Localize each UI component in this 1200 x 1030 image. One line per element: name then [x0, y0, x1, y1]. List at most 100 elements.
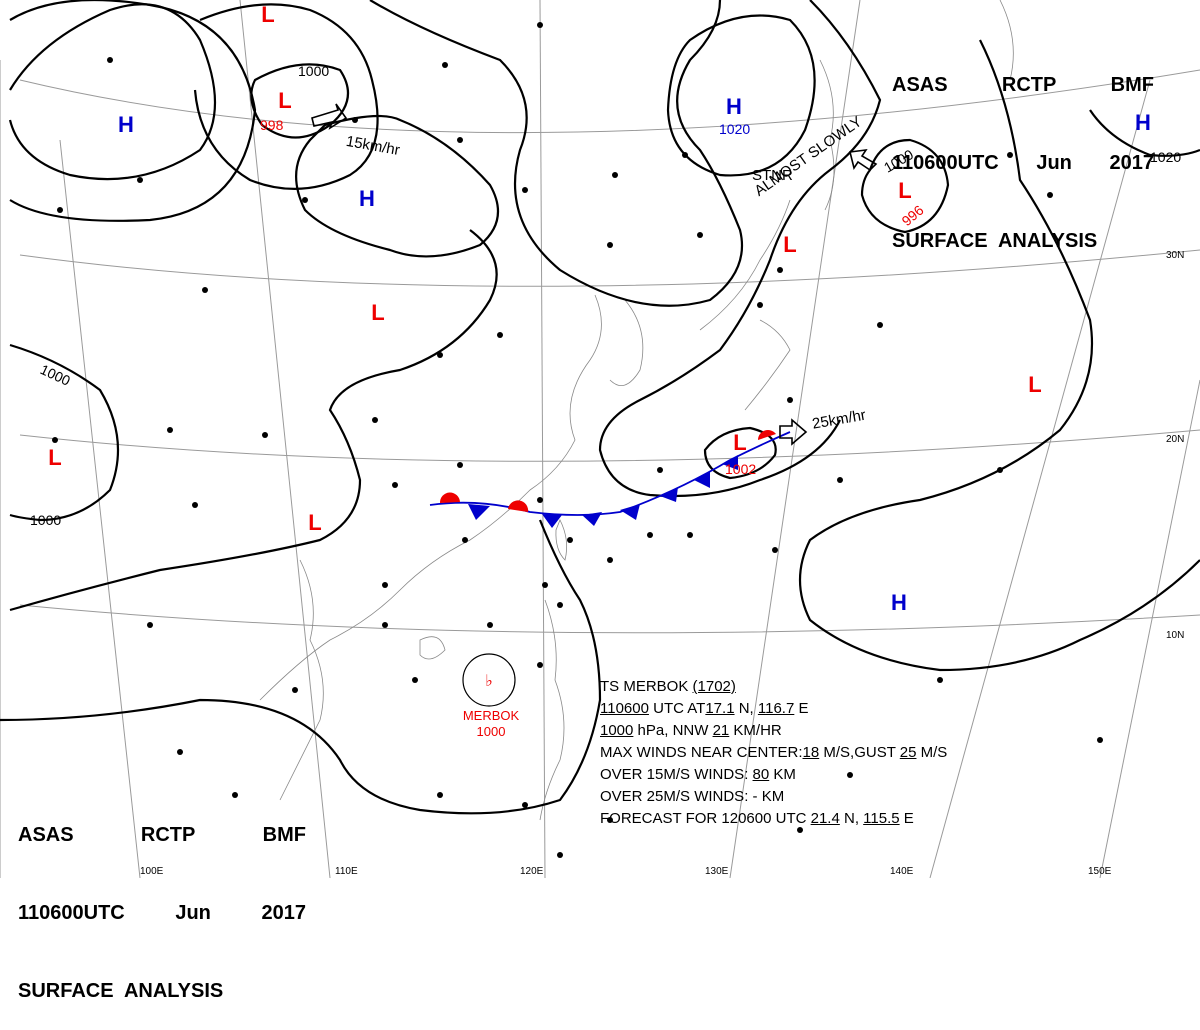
forecast-label: FORECAST FOR 120600 UTC	[600, 810, 811, 827]
high-center-pacific: H	[891, 590, 907, 615]
station-dot	[497, 332, 503, 338]
taiwan	[555, 519, 568, 561]
station-dot	[777, 267, 783, 273]
lon-label-110e: 110E	[335, 866, 358, 877]
station-dot	[202, 287, 208, 293]
station-dot	[442, 62, 448, 68]
low-center-west: L	[48, 445, 61, 470]
station-dot	[557, 602, 563, 608]
station-dot	[937, 677, 943, 683]
station-dot	[607, 242, 613, 248]
warm-semicircle	[758, 430, 776, 440]
gust-value: 25	[899, 744, 917, 761]
station-dot	[437, 792, 443, 798]
isobar-big-central	[369, 0, 744, 307]
isobar-east-big	[798, 39, 1200, 672]
high-center-nw: H	[118, 112, 134, 137]
station-dot	[687, 532, 693, 538]
station-dot	[57, 207, 63, 213]
value-998: 998	[260, 117, 284, 133]
header-bottom-row2: 110600UTC Jun 2017	[18, 900, 306, 926]
isobar-southwest	[9, 229, 498, 612]
station-dot	[372, 417, 378, 423]
storm-info-line6: OVER 25M/S WINDS: - KM	[600, 786, 947, 808]
station-dot	[262, 432, 268, 438]
low-center-top: L	[261, 2, 274, 27]
forecast-lat: 21.4	[810, 810, 840, 827]
header-agency: ASAS	[18, 824, 74, 846]
cold-triangle	[660, 487, 678, 502]
lon-line-150e	[1099, 379, 1200, 878]
station-dot	[457, 137, 463, 143]
philippines	[539, 599, 565, 821]
station-dot	[522, 187, 528, 193]
graticule	[0, 0, 1200, 878]
station-dot	[772, 547, 778, 553]
header-center: RCTP	[140, 824, 196, 846]
low-center-1002: L	[733, 430, 746, 455]
motion-arrow-996	[849, 148, 878, 172]
storm-info-line4: MAX WINDS NEAR CENTER:18 M/S,GUST 25 M/S	[600, 742, 947, 764]
weather-map: H H H H H L L L L L L L L L 998 996 1020…	[0, 0, 1200, 878]
motion-arrows	[311, 103, 878, 446]
station-dot	[292, 687, 298, 693]
station-dot	[847, 772, 853, 778]
station-dot	[177, 749, 183, 755]
isobar-1020-ne	[1089, 109, 1200, 157]
station-dot	[192, 502, 198, 508]
station-dot	[612, 172, 618, 178]
station-dot	[657, 467, 663, 473]
motion-label-25: 25km/hr	[811, 407, 867, 433]
typhoon-marker	[462, 653, 516, 707]
isobar-nw-high	[8, 3, 216, 181]
lon-label-140e: 140E	[890, 866, 914, 877]
station-dot	[797, 827, 803, 833]
typhoon-label: ♭ MERBOK 1000	[463, 673, 520, 739]
isobar-central	[295, 114, 500, 258]
station-dot	[52, 437, 58, 443]
station-dot	[382, 582, 388, 588]
low-center-vietnam: L	[308, 510, 321, 535]
isobar-west-1000	[9, 343, 120, 522]
storm-speed-unit: KM/HR	[729, 722, 782, 739]
low-center-east: L	[1028, 372, 1041, 397]
storm-name: TS MERBOK	[600, 678, 693, 695]
forecast-lon-suffix: E	[899, 810, 914, 827]
max-wind: 18	[802, 744, 820, 761]
station-dot	[167, 427, 173, 433]
lon-line-120e	[539, 0, 546, 878]
header-bottom-row1: ASAS RCTP BMF	[18, 822, 306, 848]
front-cold-symbols	[468, 455, 738, 528]
station-dot	[542, 582, 548, 588]
indochina	[279, 559, 324, 801]
front-line	[429, 431, 791, 516]
gust-unit: M/S	[916, 744, 948, 761]
station-dot	[392, 482, 398, 488]
korea-coast	[609, 299, 644, 387]
almost-slowly-label: ALMOST SLOWLY	[751, 113, 865, 200]
storm-code: (1702)	[692, 678, 736, 695]
typhoon-name: MERBOK	[463, 708, 520, 723]
high-center-central: H	[359, 186, 375, 211]
lat-label-30n: 30N	[1166, 250, 1184, 261]
lon-line-140e	[929, 79, 1151, 878]
station-dot	[647, 532, 653, 538]
station-dot	[522, 802, 528, 808]
station-plots	[52, 22, 1103, 858]
station-dot	[457, 462, 463, 468]
header-top-row2: 110600UTC Jun 2017	[892, 150, 1154, 176]
storm-lat: 17.1	[705, 700, 735, 717]
isobar-label: 1000	[298, 63, 329, 79]
station-dot	[412, 677, 418, 683]
station-dot	[787, 397, 793, 403]
station-dot	[302, 197, 308, 203]
station-dot	[607, 557, 613, 563]
station-dot	[1007, 152, 1013, 158]
header-time: 110600UTC	[18, 902, 125, 924]
station-dot	[137, 177, 143, 183]
header-product: SURFACE ANALYSIS	[18, 980, 224, 1002]
header-year: 2017	[261, 902, 307, 924]
storm-at: UTC AT	[648, 700, 706, 717]
high-center-north: H	[726, 94, 742, 119]
pressure-centers: H H H H H L L L L L L L L L	[48, 2, 1151, 615]
